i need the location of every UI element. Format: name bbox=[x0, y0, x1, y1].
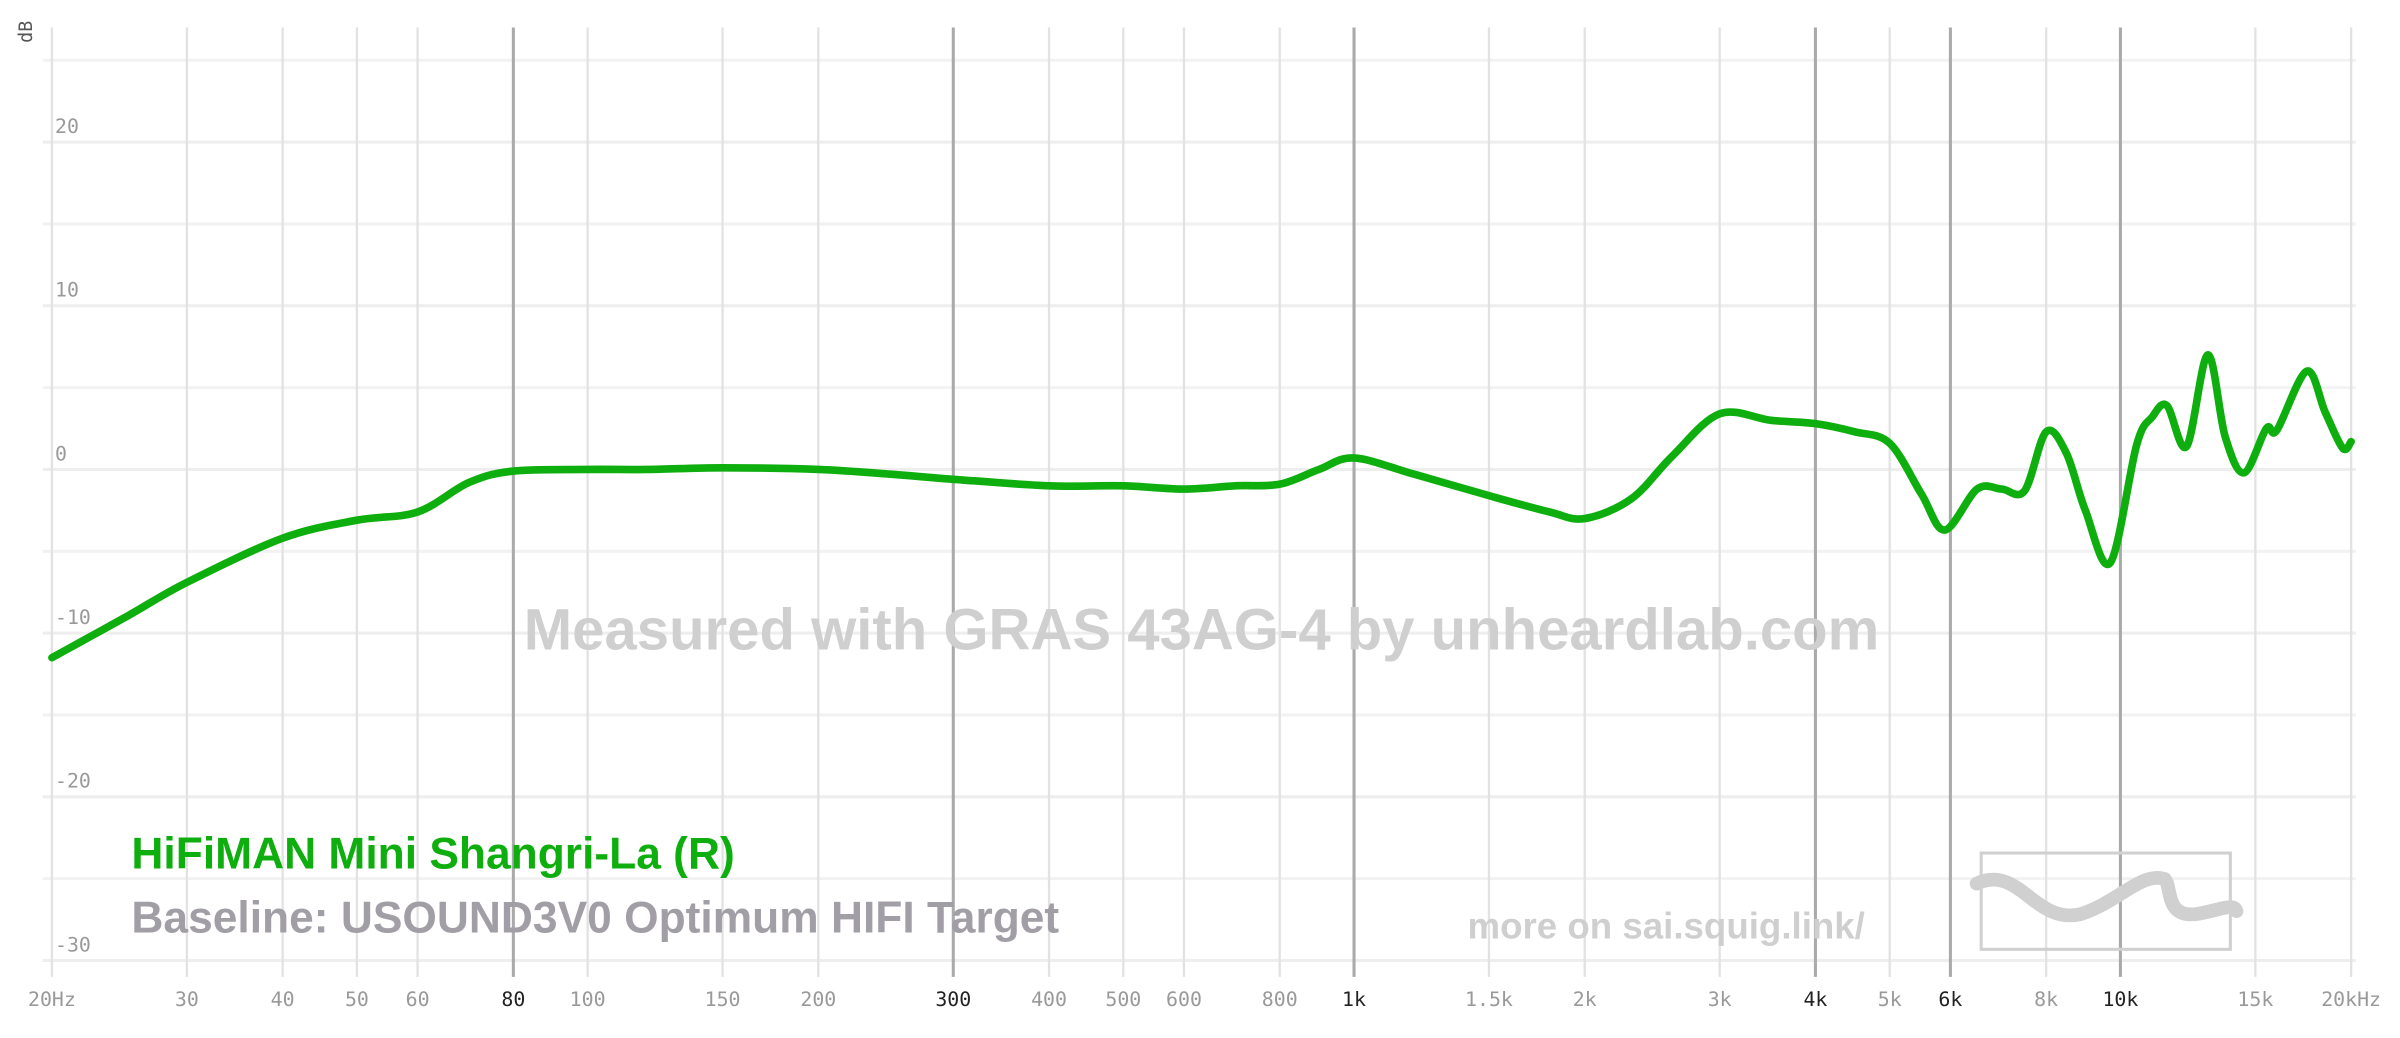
x-tick-label: 150 bbox=[705, 988, 741, 1011]
x-tick-label: 1.5k bbox=[1465, 988, 1513, 1011]
x-tick-label: 4k bbox=[1803, 988, 1827, 1011]
x-tick-label: 20kHz bbox=[2321, 988, 2381, 1011]
y-tick-label: 0 bbox=[55, 442, 67, 465]
x-tick-label: 300 bbox=[935, 988, 971, 1011]
logo bbox=[1969, 851, 2244, 951]
y-tick-label: -30 bbox=[55, 933, 91, 956]
logo-squiggle bbox=[1969, 870, 2244, 923]
x-tick-label: 200 bbox=[800, 988, 836, 1011]
x-tick-label: 5k bbox=[1878, 988, 1902, 1011]
frequency-response-line bbox=[48, 351, 2355, 662]
x-tick-label: 8k bbox=[2034, 988, 2058, 1011]
lines bbox=[48, 351, 2355, 662]
x-tick-label: 400 bbox=[1031, 988, 1067, 1011]
x-tick-label: 30 bbox=[175, 988, 199, 1011]
link-note: more on sai.squig.link/ bbox=[1468, 906, 1865, 947]
x-tick-label: 100 bbox=[570, 988, 606, 1011]
y-tick-label: -10 bbox=[55, 606, 91, 629]
x-tick-label: 80 bbox=[501, 988, 525, 1011]
y-axis-label: dB bbox=[16, 21, 37, 43]
x-tick-label: 20Hz bbox=[28, 988, 76, 1011]
x-tick-label: 50 bbox=[345, 988, 369, 1011]
legend-entry: HiFiMAN Mini Shangri-La (R) bbox=[131, 829, 734, 878]
y-tick-label: -20 bbox=[55, 770, 91, 793]
x-tick-label: 3k bbox=[1708, 988, 1732, 1011]
x-tick-label: 40 bbox=[271, 988, 295, 1011]
x-tick-label: 15k bbox=[2237, 988, 2273, 1011]
x-tick-label: 6k bbox=[1938, 988, 1962, 1011]
x-tick-label: 600 bbox=[1166, 988, 1202, 1011]
x-tick-label: 800 bbox=[1262, 988, 1298, 1011]
x-tick-label: 60 bbox=[406, 988, 430, 1011]
x-tick-label: 1k bbox=[1342, 988, 1366, 1011]
y-tick-label: 20 bbox=[55, 115, 79, 138]
watermark: Measured with GRAS 43AG-4 by unheardlab.… bbox=[524, 598, 1879, 663]
y-tick-label: 10 bbox=[55, 279, 79, 302]
x-tick-label: 2k bbox=[1573, 988, 1597, 1011]
baseline-label: Baseline: USOUND3V0 Optimum HIFI Target bbox=[131, 894, 1059, 943]
x-tick-label: 500 bbox=[1105, 988, 1141, 1011]
x-tick-label: 10k bbox=[2102, 988, 2138, 1011]
